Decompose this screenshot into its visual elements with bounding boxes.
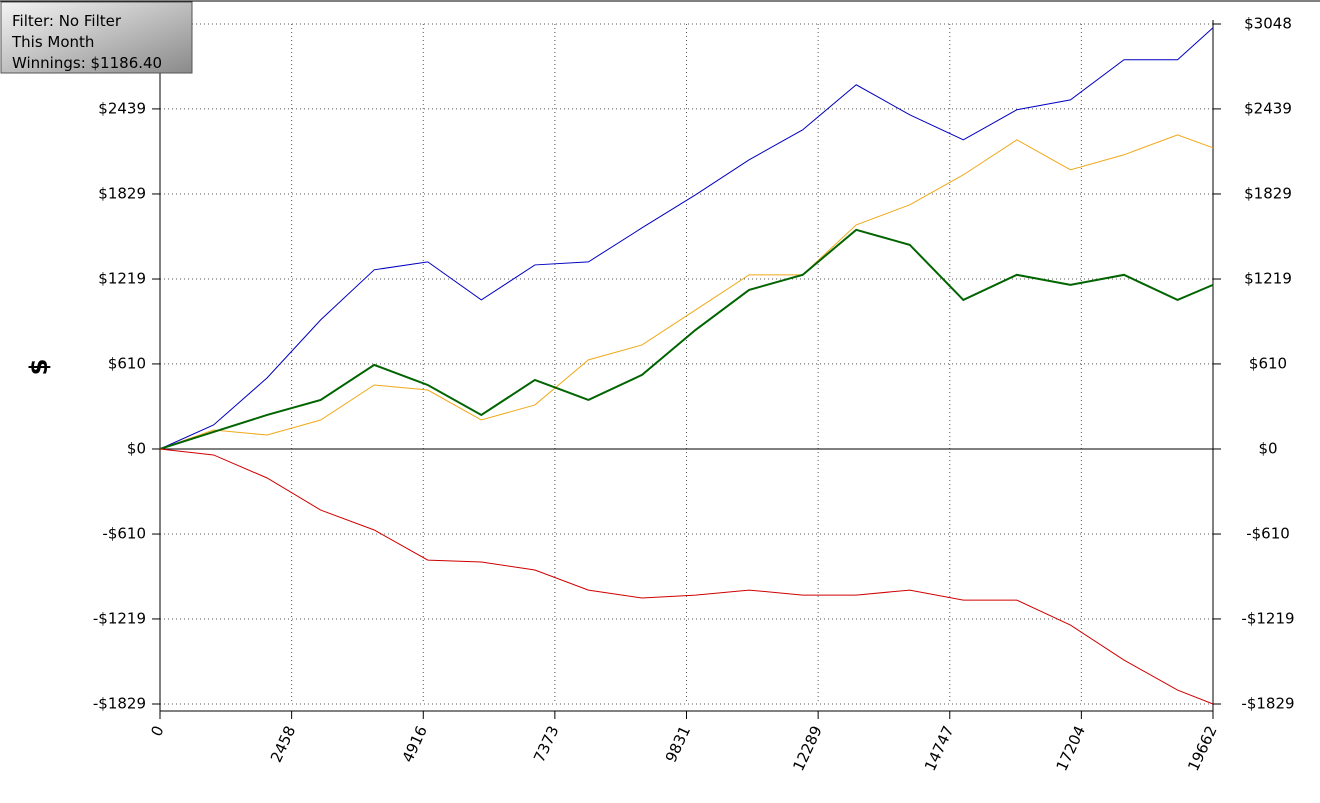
y-tick-label: $1829 — [98, 184, 146, 202]
y2-tick-label: $2439 — [1244, 99, 1292, 117]
y-axis-label: $ — [25, 359, 53, 376]
x-tick-label: 2458 — [267, 723, 299, 765]
legend-text: This Month — [11, 33, 94, 51]
legend-text: Filter: No Filter — [12, 12, 122, 30]
y-tick-label: -$610 — [102, 525, 146, 543]
y-tick-label: -$1219 — [93, 609, 146, 627]
series-line — [159, 27, 1214, 450]
y2-tick-label: $1829 — [1244, 184, 1292, 202]
x-tick-label: 4916 — [399, 723, 431, 765]
series-line — [159, 228, 1214, 450]
y-tick-label: -$1829 — [93, 695, 146, 713]
y-tick-label: $2439 — [98, 99, 146, 117]
y-tick-label: $610 — [108, 354, 146, 372]
y-tick-label: $1219 — [98, 270, 146, 288]
y2-tick-label: $1219 — [1244, 270, 1292, 288]
y2-tick-label: -$610 — [1246, 525, 1290, 543]
series-line — [159, 134, 1214, 450]
legend-box — [0, 1, 193, 74]
x-tick-label: 14747 — [921, 723, 957, 774]
x-tick-label: 12289 — [789, 723, 825, 774]
y2-tick-label: -$1829 — [1241, 695, 1294, 713]
y-tick-label: $0 — [127, 439, 146, 457]
plot: -$1829 -$1829 -$1219 -$1219 -$610 -$610 $0 $0 $6… — [93, 15, 1295, 774]
x-tick-label: 0 — [147, 723, 167, 739]
x-tick-label: 17204 — [1053, 723, 1089, 774]
x-tick-label: 7373 — [530, 723, 562, 765]
legend: Filter: No Filter This Month Winnings: $… — [0, 1, 193, 74]
x-tick-label: 19662 — [1184, 723, 1220, 774]
y2-tick-label: $610 — [1249, 354, 1287, 372]
y2-tick-label: $3048 — [1244, 15, 1292, 33]
y2-tick-label: -$1219 — [1241, 609, 1294, 627]
x-tick-label: 9831 — [662, 723, 694, 765]
y2-tick-label: $0 — [1258, 439, 1277, 457]
series-line — [159, 448, 1214, 705]
legend-text: Winnings: $1186.40 — [12, 54, 162, 72]
